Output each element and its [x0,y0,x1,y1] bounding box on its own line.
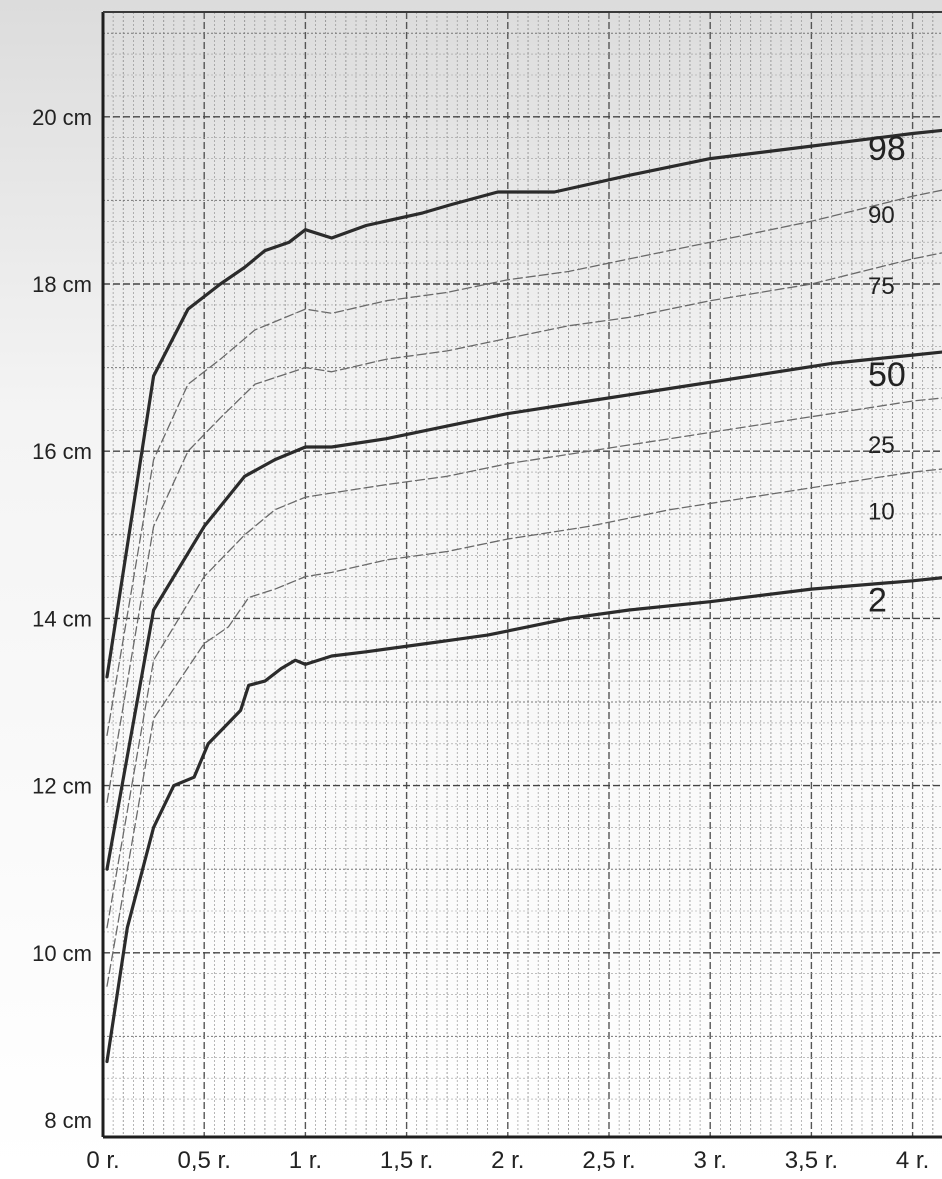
x-tick-label: 3,5 r. [785,1147,838,1174]
x-tick-label: 2 r. [491,1147,524,1174]
x-tick-label: 4 r. [896,1147,929,1174]
percentile-line-90 [106,189,942,737]
y-tick-label: 10 cm [32,941,92,966]
series-label-75: 75 [868,273,895,300]
percentile-line-10 [106,468,942,987]
percentile-lines [105,128,942,1064]
x-tick-label: 2,5 r. [582,1147,635,1174]
percentile-line-75 [106,252,942,803]
series-label-90: 90 [868,202,895,229]
x-tick-label: 3 r. [694,1147,727,1174]
labels: 98 90 75 50 25 10 2 0 r. 0,5 r. 1 r. 1,5 r. 2 r. 2,5… [32,105,929,1174]
series-label-98: 98 [868,130,906,168]
y-tick-label: 12 cm [32,774,92,799]
series-label-50: 50 [868,356,906,394]
x-tick-label: 1 r. [289,1147,322,1174]
y-tick-label: 8 cm [44,1108,92,1133]
grid [103,12,942,1137]
axes [101,11,942,1139]
y-tick-label: 18 cm [32,272,92,297]
series-label-2: 2 [868,582,887,620]
y-tick-label: 16 cm [32,439,92,464]
x-tick-label: 1,5 r. [380,1147,433,1174]
x-tick-label: 0,5 r. [178,1147,231,1174]
y-tick-label: 20 cm [32,105,92,130]
percentile-line-2 [105,576,942,1064]
percentile-line-98 [105,128,942,679]
series-label-25: 25 [868,432,895,459]
series-label-10: 10 [868,499,895,526]
percentile-line-25 [106,397,942,929]
x-tick-label: 0 r. [86,1147,119,1174]
y-tick-label: 14 cm [32,606,92,631]
percentile-line-50 [105,350,942,871]
